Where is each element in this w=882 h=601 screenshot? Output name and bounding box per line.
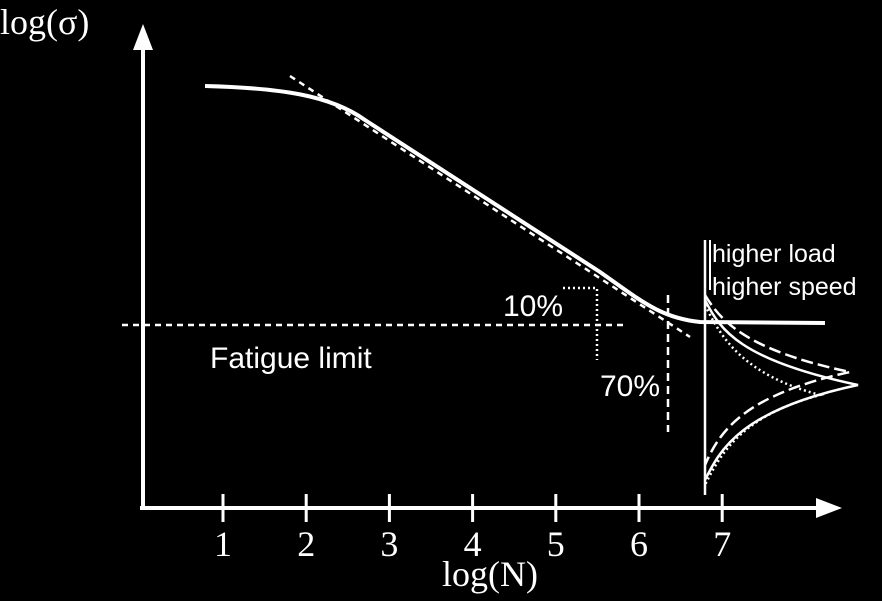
x-tick-label: 1 xyxy=(214,524,232,564)
x-arrow xyxy=(816,498,842,518)
distribution-solid xyxy=(703,299,859,481)
legend-higher-speed: higher speed xyxy=(712,273,857,301)
x-tick-label: 3 xyxy=(380,524,398,564)
ten-percent-label: 10% xyxy=(503,290,563,323)
x-tick-label: 4 xyxy=(464,524,482,564)
x-tick-label: 7 xyxy=(713,524,731,564)
sn-curve xyxy=(204,84,826,325)
y-axis-label: log(σ) xyxy=(0,2,89,42)
distribution-dotted xyxy=(703,304,825,486)
x-axis-label: log(N) xyxy=(442,554,538,594)
seventy-percent-label: 70% xyxy=(600,370,660,403)
x-tick-label: 2 xyxy=(297,524,315,564)
ten-percent-marker xyxy=(563,286,599,360)
tangent-line xyxy=(289,74,691,339)
legend-higher-load: higher load xyxy=(712,240,836,268)
x-tick-label: 6 xyxy=(630,524,648,564)
x-tick-label: 5 xyxy=(547,524,565,564)
distribution-dashed xyxy=(703,294,851,466)
y-arrow xyxy=(133,24,153,50)
fatigue-limit-label: Fatigue limit xyxy=(210,342,372,375)
